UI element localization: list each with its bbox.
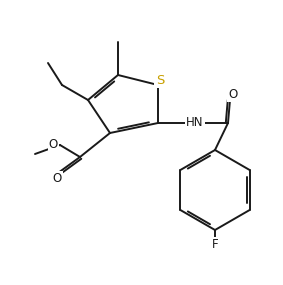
Text: S: S — [156, 74, 164, 87]
Text: HN: HN — [186, 117, 204, 129]
Text: O: O — [52, 172, 62, 184]
Text: O: O — [228, 89, 238, 101]
Text: F: F — [212, 237, 218, 251]
Text: O: O — [49, 137, 58, 150]
